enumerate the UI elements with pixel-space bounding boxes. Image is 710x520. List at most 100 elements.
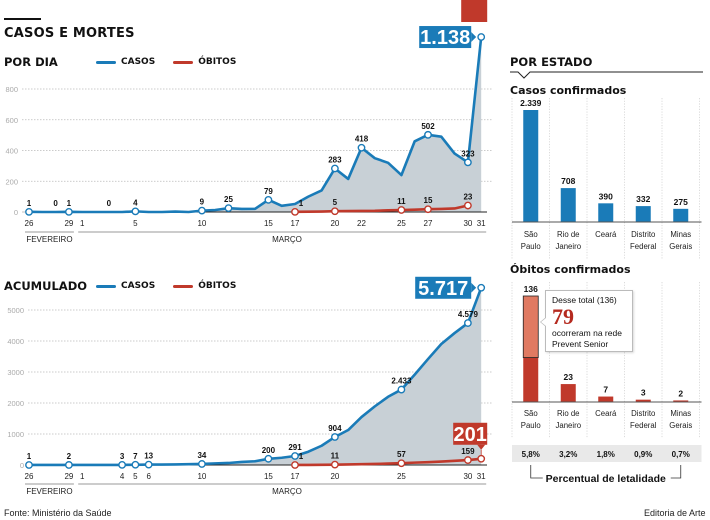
casos-value-label: 13 — [144, 452, 153, 461]
prevent-senior-bar-segment — [522, 295, 539, 358]
casos-value-label: 7 — [133, 452, 138, 461]
por-estado-rule — [510, 71, 703, 79]
obitos-estado-bar — [673, 400, 689, 402]
x-tick-label: 31 — [477, 472, 486, 481]
chart-title-por-dia: POR DIA — [4, 55, 58, 69]
casos-point — [131, 460, 140, 469]
tooltip-value: 79 — [552, 304, 574, 329]
x-tick-label: 26 — [25, 219, 34, 228]
casos-point — [264, 195, 273, 204]
x-tick-label: 10 — [197, 219, 206, 228]
obitos-estado-value-label: 23 — [564, 372, 574, 382]
state-label: Ceará — [595, 409, 617, 418]
obitos-value-label: 5 — [333, 198, 338, 207]
legend-label-casos: CASOS — [121, 281, 156, 291]
y-tick-label: 0 — [14, 208, 18, 217]
x-tick-label: 31 — [477, 219, 486, 228]
x-tick-label: 25 — [397, 472, 406, 481]
section-title-por-estado: POR ESTADO — [510, 55, 593, 69]
casos-latest-badge — [419, 26, 472, 49]
obitos-estado-value-label: 136 — [524, 284, 538, 294]
y-tick-label: 3000 — [7, 368, 24, 377]
casos-estado-bar — [635, 206, 651, 222]
legend-swatch-obitos — [173, 284, 194, 288]
credit-note: Editoria de Arte — [644, 508, 706, 518]
obitos-value-label: 23 — [463, 193, 472, 202]
legend-label-obitos: ÓBITOS — [198, 57, 237, 67]
state-label: São — [524, 230, 539, 239]
casos-point — [65, 461, 73, 469]
obitos-estado-value-label: 2 — [678, 388, 683, 398]
obitos-point — [463, 201, 472, 210]
obitos-point — [463, 456, 472, 464]
letalidade-value: 0,9% — [634, 450, 652, 459]
x-tick-label: 20 — [330, 472, 339, 481]
state-label: Minas — [670, 409, 691, 418]
casos-point-latest — [477, 33, 486, 41]
x-tick-label: 29 — [64, 219, 73, 228]
letalidade-bracket-right — [670, 465, 682, 479]
obitos-estado-bar — [560, 384, 576, 402]
obitos-point — [330, 207, 339, 216]
obitos-estado-value-label: 7 — [603, 385, 608, 395]
page-title: CASOS E MORTES — [4, 26, 135, 41]
x-tick-label: 15 — [264, 472, 273, 481]
casos-estado-value-label: 275 — [674, 197, 688, 207]
obitos-estado-bar — [598, 396, 614, 402]
casos-value-label: 2 — [67, 452, 72, 461]
x-tick-label: 22 — [357, 219, 366, 228]
casos-point — [25, 461, 33, 469]
x-tick-label: 27 — [424, 219, 433, 228]
casos-point — [224, 204, 233, 213]
casos-latest-value: 1.138 — [420, 27, 470, 49]
header-rule — [4, 18, 41, 20]
x-tick-label: 6 — [146, 472, 151, 481]
letalidade-bracket-left — [530, 465, 543, 479]
state-charts: 2.339 São Paulo 708 Rio de Janeiro 390 Ceará 332… — [511, 98, 702, 485]
x-tick-label: 17 — [291, 219, 300, 228]
obitos-confirmados-title: Óbitos confirmados — [510, 263, 631, 276]
obitos-estado-bar — [635, 399, 651, 402]
casos-point — [197, 206, 206, 215]
obitos-line — [294, 457, 482, 467]
state-label: Janeiro — [555, 242, 581, 251]
casos-point — [291, 452, 299, 460]
casos-estado-bar — [673, 208, 689, 222]
casos-point-latest — [477, 283, 486, 292]
state-label: Gerais — [669, 421, 692, 430]
letalidade-value: 3,2% — [559, 450, 577, 459]
x-tick-label: 20 — [330, 219, 339, 228]
state-label: Rio de — [557, 230, 580, 239]
casos-value-label: 25 — [224, 195, 233, 204]
obitos-value-label: 1 — [299, 452, 304, 461]
casos-value-label: 1 — [67, 199, 72, 208]
legend-swatch-casos — [96, 284, 116, 288]
obitos-point — [291, 207, 299, 216]
casos-estado-value-label: 708 — [561, 176, 575, 186]
obitos-latest-badge — [453, 422, 488, 445]
casos-value-label: 4.579 — [458, 310, 479, 319]
letalidade-band — [512, 445, 702, 462]
obitos-point — [397, 459, 406, 468]
casos-point — [25, 207, 33, 216]
casos-line — [28, 36, 483, 214]
obitos-point — [397, 206, 406, 214]
casos-value-label: 79 — [264, 187, 273, 196]
letalidade-value: 5,8% — [522, 450, 540, 459]
casos-point — [463, 158, 472, 167]
casos-estado-bar — [523, 110, 539, 222]
state-label: Paulo — [521, 242, 542, 251]
legend-label-casos: CASOS — [121, 57, 156, 67]
casos-area — [29, 287, 482, 465]
x-tick-label: 29 — [64, 472, 73, 481]
x-tick-label: 5 — [133, 219, 138, 228]
casos-estado-value-label: 2.339 — [520, 98, 542, 108]
casos-value-label: 9 — [200, 198, 205, 207]
casos-confirmados-title: Casos confirmados — [510, 84, 627, 97]
month-label: FEVEREIRO — [26, 235, 72, 244]
x-tick-label: 1 — [80, 472, 85, 481]
casos-point — [397, 385, 406, 394]
state-label: Federal — [630, 242, 657, 251]
obitos-value-label: 15 — [424, 196, 433, 205]
